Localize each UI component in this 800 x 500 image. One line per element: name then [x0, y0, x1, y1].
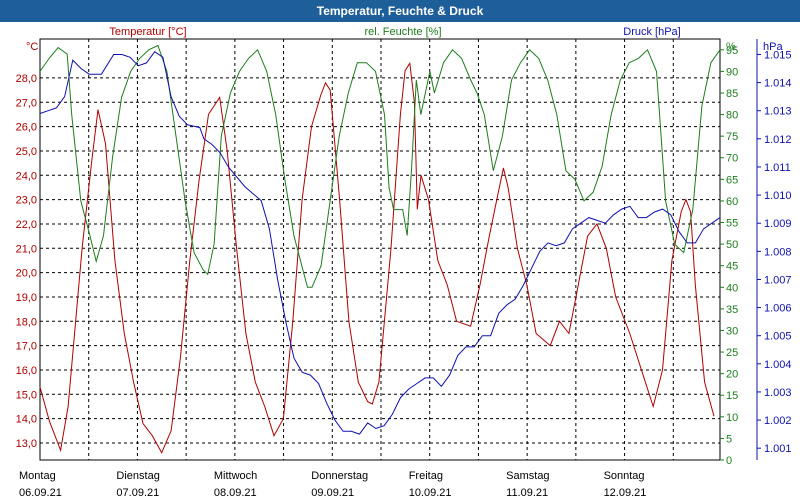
humidity-tick-label: 60 [726, 196, 738, 208]
x-day-label: Montag [19, 470, 56, 482]
x-date-label: 08.09.21 [214, 487, 257, 499]
temp-tick-label: 18,0 [16, 316, 37, 328]
temp-tick-label: 14,0 [16, 414, 37, 426]
pressure-tick-label: 1.015 [764, 49, 792, 61]
humidity-tick-label: 0 [726, 455, 732, 467]
temp-unit-label: °C [26, 41, 38, 53]
pressure-tick-label: 1.001 [764, 443, 792, 455]
temp-tick-label: 27,0 [16, 97, 37, 109]
humidity-axis-title: rel. Feuchte [%] [364, 26, 441, 38]
x-day-label: Sonntag [604, 470, 645, 482]
humidity-tick-label: 95 [726, 45, 738, 57]
temp-tick-label: 20,0 [16, 268, 37, 280]
pressure-tick-label: 1.009 [764, 218, 792, 230]
x-day-label: Dienstag [116, 470, 159, 482]
x-date-label: 11.09.21 [506, 487, 548, 499]
humidity-tick-label: 45 [726, 261, 738, 273]
pressure-tick-label: 1.006 [764, 303, 792, 315]
temp-axis-title: Temperatur [°C] [109, 26, 186, 38]
series-line-temp [39, 61, 715, 454]
weather-chart: 13,0 14,0 15,0 16,0 17,0 18,0 19,0 20,0 21,0 22,0… [16, 26, 792, 499]
x-date-label: 06.09.21 [19, 487, 62, 499]
temp-tick-label: 25,0 [16, 146, 37, 158]
humidity-tick-label: 40 [726, 282, 738, 294]
humidity-tick-label: 30 [726, 325, 738, 337]
pressure-tick-label: 1.013 [764, 106, 792, 118]
x-date-label: 12.09.21 [604, 487, 647, 499]
pressure-tick-label: 1.008 [764, 246, 792, 258]
temp-tick-label: 23,0 [16, 195, 37, 207]
humidity-unit-label: % [726, 41, 736, 53]
temp-tick-label: 24,0 [16, 170, 37, 182]
humidity-tick-label: 80 [726, 110, 738, 122]
temp-tick-label: 28,0 [16, 73, 37, 85]
temp-tick-label: 21,0 [16, 243, 37, 255]
humidity-tick-label: 15 [726, 390, 738, 402]
humidity-tick-label: 75 [726, 131, 738, 143]
temp-tick-label: 15,0 [16, 389, 37, 401]
x-date-label: 10.09.21 [409, 487, 452, 499]
pressure-tick-label: 1.005 [764, 331, 792, 343]
humidity-tick-label: 70 [726, 153, 738, 165]
pressure-tick-label: 1.012 [764, 134, 792, 146]
x-day-label: Samstag [506, 470, 549, 482]
x-day-label: Mittwoch [214, 470, 257, 482]
temp-tick-label: 16,0 [16, 365, 37, 377]
pressure-tick-label: 1.011 [764, 162, 791, 174]
x-date-label: 09.09.21 [311, 487, 354, 499]
series-line-pressure [39, 51, 721, 435]
pressure-tick-label: 1.014 [764, 78, 792, 90]
humidity-tick-label: 90 [726, 66, 738, 78]
temp-tick-label: 26,0 [16, 122, 37, 134]
temp-tick-label: 17,0 [16, 341, 37, 353]
humidity-tick-label: 65 [726, 174, 738, 186]
x-day-label: Freitag [409, 470, 443, 482]
series-line-humidity [39, 44, 721, 288]
humidity-tick-label: 20 [726, 369, 738, 381]
temp-tick-label: 22,0 [16, 219, 37, 231]
pressure-unit-label: hPa [763, 41, 783, 53]
pressure-tick-label: 1.010 [764, 190, 792, 202]
pressure-tick-label: 1.002 [764, 415, 792, 427]
humidity-tick-label: 55 [726, 218, 738, 230]
humidity-tick-label: 50 [726, 239, 738, 251]
pressure-tick-label: 1.007 [764, 274, 792, 286]
temp-tick-label: 13,0 [16, 438, 37, 450]
temp-tick-label: 19,0 [16, 292, 37, 304]
humidity-tick-label: 35 [726, 304, 738, 316]
pressure-tick-label: 1.003 [764, 387, 792, 399]
humidity-tick-label: 5 [726, 433, 732, 445]
humidity-tick-label: 25 [726, 347, 738, 359]
humidity-tick-label: 10 [726, 412, 738, 424]
pressure-axis-title: Druck [hPa] [623, 26, 680, 38]
pressure-tick-label: 1.004 [764, 359, 792, 371]
humidity-tick-label: 85 [726, 88, 738, 100]
chart-title: Temperatur, Feuchte & Druck [0, 0, 800, 22]
x-date-label: 07.09.21 [116, 487, 159, 499]
x-day-label: Donnerstag [311, 470, 368, 482]
